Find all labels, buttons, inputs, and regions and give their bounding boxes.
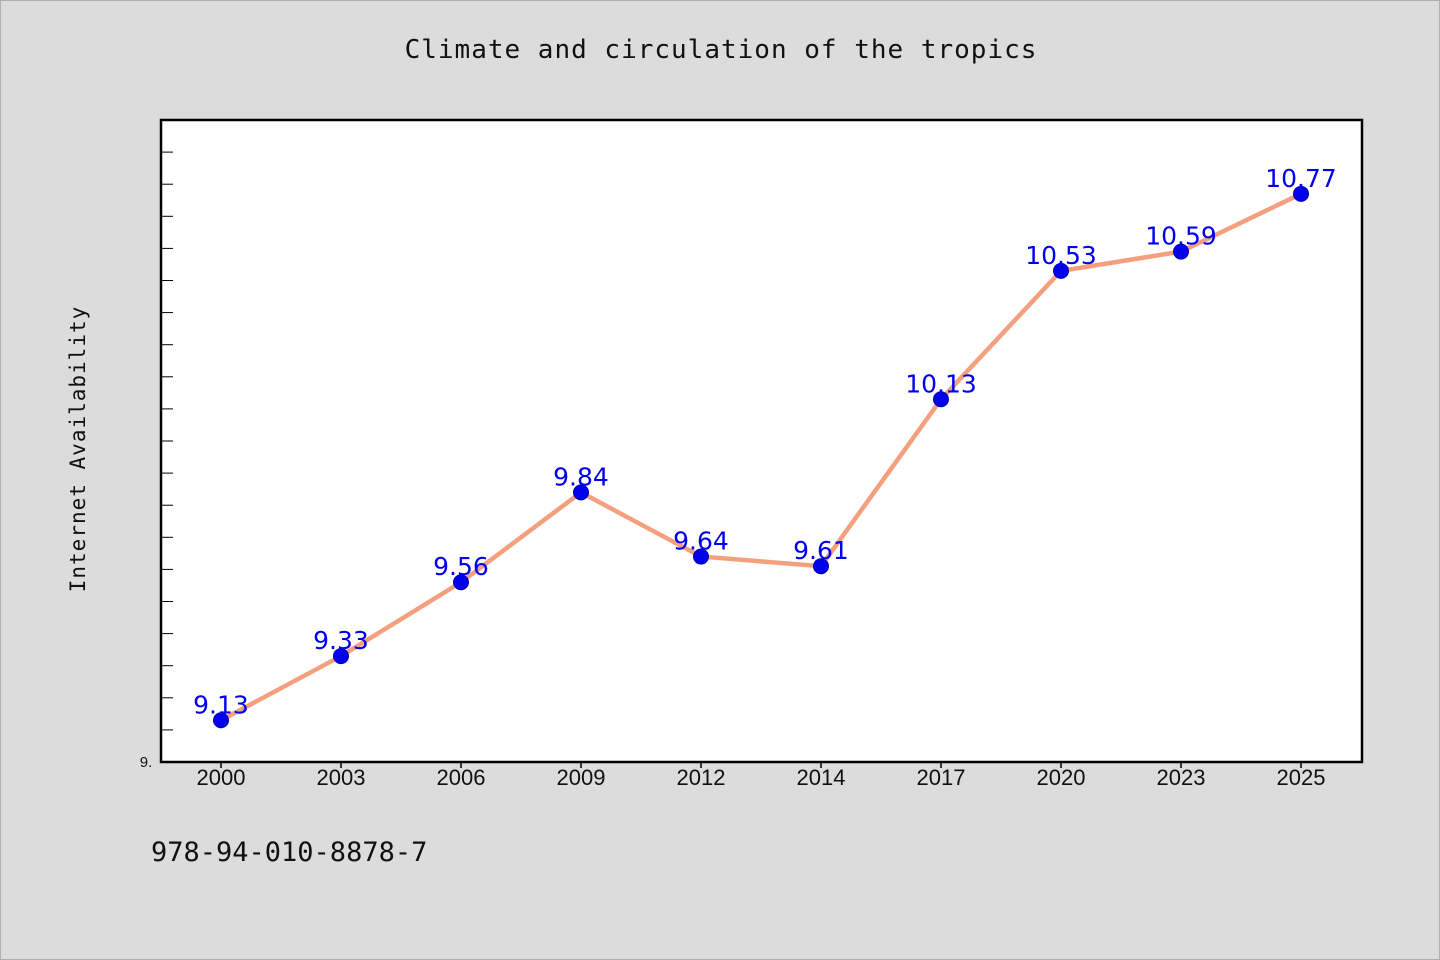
data-label: 9.13 bbox=[193, 690, 249, 719]
data-point bbox=[213, 712, 229, 729]
y-axis-ticks bbox=[161, 151, 173, 731]
data-point bbox=[1053, 262, 1069, 279]
x-tick-label: 2009 bbox=[557, 765, 606, 790]
x-tick-label: 2014 bbox=[797, 765, 846, 790]
data-point bbox=[333, 648, 349, 665]
series-layer bbox=[213, 185, 1309, 729]
data-labels-layer: 9.13 9.33 9.56 9.84 9.64 9.61 10.13 10.53 10.59 1… bbox=[193, 164, 1337, 719]
data-label: 9.84 bbox=[553, 462, 609, 491]
x-tick-label: 2003 bbox=[317, 765, 366, 790]
data-label: 9.33 bbox=[313, 626, 369, 655]
x-tick-label: 2006 bbox=[437, 765, 486, 790]
plot-area bbox=[159, 118, 1364, 764]
x-tick-label: 2000 bbox=[197, 765, 246, 790]
data-label: 10.77 bbox=[1265, 164, 1337, 193]
data-point bbox=[933, 391, 949, 408]
data-label: 9.56 bbox=[433, 552, 489, 581]
data-label: 10.59 bbox=[1145, 222, 1217, 251]
data-point bbox=[573, 484, 589, 501]
chart-title: Climate and circulation of the tropics bbox=[404, 35, 1038, 65]
x-tick-label: 2017 bbox=[917, 765, 966, 790]
data-point bbox=[1293, 185, 1309, 202]
x-tick-label: 2025 bbox=[1277, 765, 1326, 790]
data-point bbox=[693, 548, 709, 565]
data-point bbox=[1173, 243, 1189, 260]
series-line bbox=[219, 191, 1302, 723]
data-point bbox=[813, 558, 829, 575]
y-axis-label: Internet Availability bbox=[66, 306, 90, 593]
x-axis-ticks: 2000 2003 2006 2009 2012 2014 2017 2020 2023 2025 bbox=[197, 762, 1326, 790]
y-tick-label: 9. bbox=[140, 754, 153, 771]
data-label: 9.61 bbox=[793, 536, 849, 565]
data-label: 9.64 bbox=[673, 527, 729, 556]
x-tick-label: 2012 bbox=[677, 765, 726, 790]
data-label: 10.53 bbox=[1025, 241, 1097, 270]
x-tick-label: 2020 bbox=[1037, 765, 1086, 790]
isbn-text: 978-94-010-8878-7 bbox=[151, 837, 428, 868]
data-point bbox=[453, 574, 469, 591]
data-label: 10.13 bbox=[905, 369, 977, 398]
x-tick-label: 2023 bbox=[1157, 765, 1206, 790]
